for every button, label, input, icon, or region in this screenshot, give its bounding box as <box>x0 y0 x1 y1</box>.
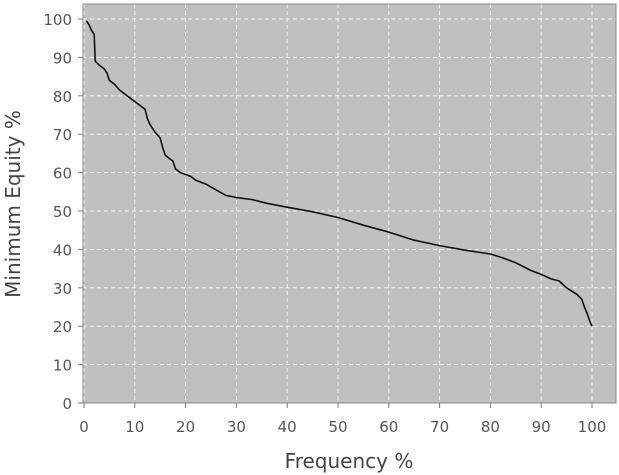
plot-area <box>83 4 616 403</box>
y-tick-label: 100 <box>43 11 72 29</box>
plot-frame <box>82 3 617 404</box>
x-axis-title: Frequency % <box>285 449 414 473</box>
y-tick-label: 60 <box>53 165 72 183</box>
x-tick-label: 50 <box>328 418 347 436</box>
y-tick-label: 30 <box>53 280 72 298</box>
y-axis-title: Minimum Equity % <box>1 110 25 298</box>
x-tick-label: 10 <box>125 418 144 436</box>
y-tick-label: 80 <box>53 88 72 106</box>
y-tick-label: 10 <box>53 357 72 375</box>
series-line <box>85 20 593 327</box>
x-tick-label: 60 <box>379 418 398 436</box>
x-axis: 0 10 20 30 40 50 60 70 80 90 100 <box>79 403 606 436</box>
x-tick-label: 20 <box>176 418 195 436</box>
x-tick-label: 40 <box>278 418 297 436</box>
x-tick-label: 100 <box>578 418 607 436</box>
x-tick-label: 0 <box>79 418 89 436</box>
y-tick-label: 40 <box>53 241 72 259</box>
y-tick-label: 20 <box>53 318 72 336</box>
y-tick-label: 50 <box>53 203 72 221</box>
y-tick-label: 70 <box>53 126 72 144</box>
x-tick-label: 70 <box>430 418 449 436</box>
x-tick-label: 90 <box>532 418 551 436</box>
series-layer <box>85 20 593 327</box>
y-tick-label: 90 <box>53 49 72 67</box>
x-tick-label: 80 <box>481 418 500 436</box>
y-axis: 0 10 20 30 40 50 60 70 80 90 100 <box>43 11 83 413</box>
x-tick-label: 30 <box>227 418 246 436</box>
y-tick-label: 0 <box>62 395 72 413</box>
